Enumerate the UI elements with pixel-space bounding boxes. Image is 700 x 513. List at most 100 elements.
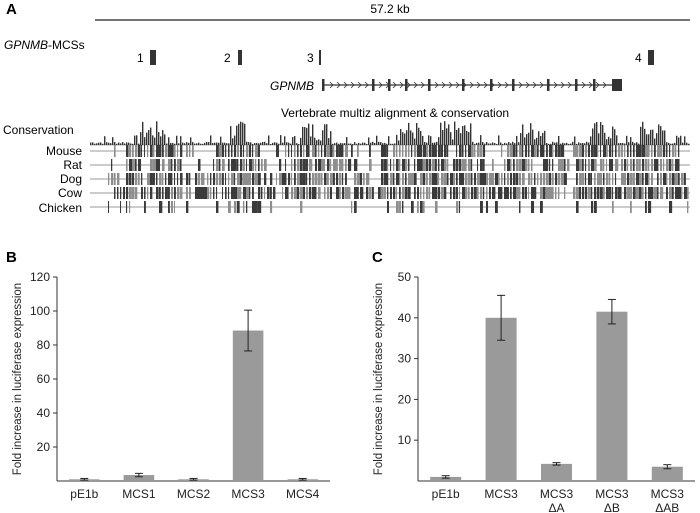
alignment-block	[174, 201, 176, 213]
alignment-block	[645, 187, 647, 199]
alignment-block	[162, 159, 165, 171]
alignment-block	[399, 159, 401, 171]
conservation-bar	[366, 143, 368, 145]
alignment-block	[234, 201, 237, 213]
alignment-block	[201, 187, 205, 199]
conservation-bar	[346, 137, 348, 145]
conservation-bar	[284, 136, 286, 145]
alignment-block	[222, 145, 225, 157]
alignment-block	[456, 173, 458, 185]
alignment-block	[324, 159, 326, 171]
alignment-block	[330, 187, 332, 199]
alignment-block	[336, 187, 339, 199]
conservation-bar	[400, 128, 402, 145]
conservation-bar	[534, 139, 536, 145]
alignment-block	[561, 145, 565, 157]
alignment-block	[471, 173, 473, 185]
conservation-bar	[292, 137, 294, 145]
alignment-block	[672, 173, 675, 185]
alignment-block	[621, 187, 623, 199]
alignment-block	[126, 201, 128, 213]
alignment-block	[246, 187, 249, 199]
alignment-block	[114, 173, 116, 185]
gene-exon	[322, 79, 325, 91]
alignment-block	[639, 159, 641, 171]
alignment-block	[549, 145, 553, 157]
alignment-block	[513, 173, 516, 185]
track-label-mouse: Mouse	[46, 144, 82, 158]
mcs-2-marker	[238, 50, 242, 65]
alignment-block	[684, 173, 686, 185]
alignment-block	[474, 173, 477, 185]
alignment-block	[210, 173, 212, 185]
conservation-bar	[576, 143, 578, 145]
alignment-block	[168, 201, 170, 213]
alignment-block	[150, 159, 153, 171]
alignment-block	[117, 187, 119, 199]
conservation-bar	[250, 142, 252, 145]
conservation-bar	[444, 121, 446, 145]
conservation-bar	[412, 132, 414, 145]
conservation-bar	[422, 135, 424, 145]
conservation-bar	[614, 129, 616, 145]
alignment-block	[543, 173, 546, 185]
alignment-block	[228, 187, 230, 199]
alignment-block	[177, 145, 179, 157]
conservation-bar	[382, 143, 384, 145]
alignment-block	[417, 187, 419, 199]
mcs-3-marker	[319, 50, 321, 65]
chart-c-x-tick-label: ΔA	[548, 501, 564, 513]
alignment-block	[612, 201, 614, 213]
alignment-block	[279, 173, 283, 185]
alignment-block	[480, 159, 483, 171]
alignment-block	[387, 145, 389, 157]
alignment-block	[237, 201, 240, 213]
alignment-block	[564, 159, 566, 171]
conservation-bar	[286, 142, 288, 145]
strand-arrow	[378, 81, 383, 89]
alignment-block	[510, 173, 513, 185]
alignment-block	[171, 201, 174, 213]
conservation-bar	[154, 137, 156, 145]
alignment-block	[594, 201, 597, 213]
alignment-block	[417, 201, 419, 213]
alignment-block	[255, 159, 257, 171]
alignment-block	[651, 145, 653, 157]
panel-c-letter: C	[372, 249, 383, 266]
conservation-bar	[110, 143, 112, 145]
alignment-block	[333, 145, 335, 157]
strand-arrow	[469, 81, 474, 89]
alignment-block	[150, 173, 153, 185]
alignment-block	[519, 159, 522, 171]
conservation-bar	[304, 127, 306, 145]
conservation-bar	[440, 122, 442, 145]
alignment-block	[432, 187, 436, 199]
alignment-block	[483, 145, 486, 157]
conservation-bar	[646, 134, 648, 145]
alignment-block	[435, 145, 437, 157]
conservation-bar	[452, 139, 454, 145]
alignment-block	[216, 159, 219, 171]
alignment-block	[156, 145, 160, 157]
alignment-block	[441, 159, 444, 171]
alignment-block	[189, 145, 191, 157]
alignment-block	[606, 187, 609, 199]
alignment-block	[381, 187, 384, 199]
conservation-bar	[324, 124, 326, 145]
conservation-bar	[268, 135, 270, 145]
conservation-bar	[462, 125, 464, 145]
alignment-block	[369, 145, 371, 157]
gene-exon	[575, 79, 578, 91]
alignment-block	[426, 145, 429, 157]
conservation-bar	[616, 135, 618, 145]
alignment-block	[303, 159, 306, 171]
conservation-bar	[432, 142, 434, 145]
alignment-block	[585, 173, 587, 185]
conservation-bar	[548, 143, 550, 145]
gene-exon	[388, 79, 391, 91]
alignment-block	[474, 187, 477, 199]
alignment-block	[648, 145, 650, 157]
alignment-block	[528, 173, 531, 185]
strand-arrow	[581, 81, 586, 89]
conservation-bar	[550, 143, 552, 145]
